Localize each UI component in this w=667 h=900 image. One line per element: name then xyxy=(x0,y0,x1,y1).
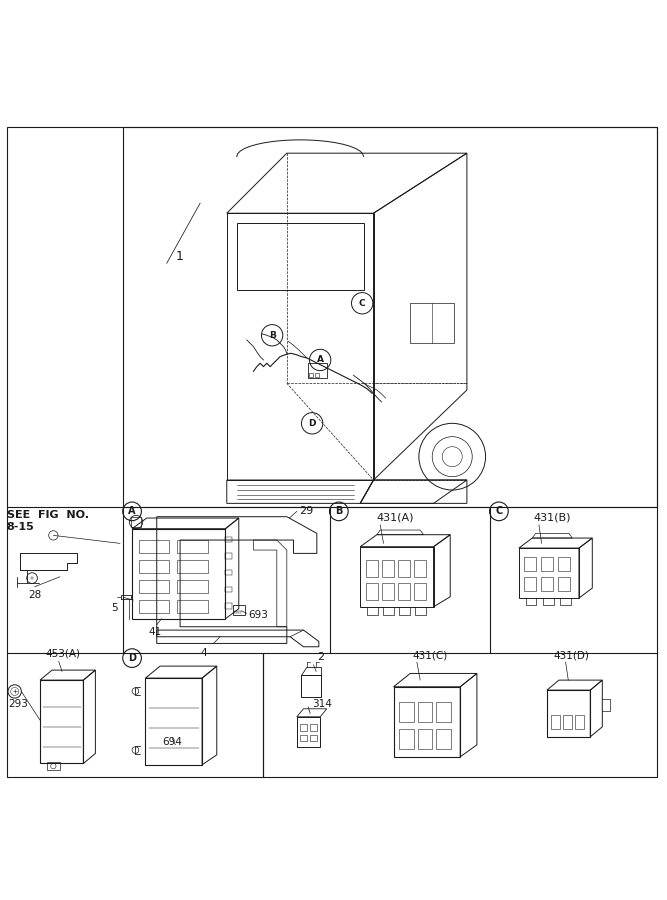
Bar xyxy=(177,560,208,572)
Text: A: A xyxy=(317,356,323,364)
Bar xyxy=(558,557,570,572)
Bar xyxy=(300,724,307,731)
Bar xyxy=(563,716,572,729)
Bar xyxy=(40,680,83,763)
Bar xyxy=(308,364,327,378)
Text: 431(D): 431(D) xyxy=(554,650,590,660)
Bar xyxy=(177,540,208,553)
Text: 1: 1 xyxy=(176,250,184,263)
Bar xyxy=(139,600,169,613)
Bar xyxy=(382,560,394,577)
Bar xyxy=(547,690,590,737)
Bar xyxy=(414,560,426,577)
Bar xyxy=(139,560,169,572)
Text: 431(A): 431(A) xyxy=(377,513,414,523)
Bar xyxy=(139,580,169,593)
Bar xyxy=(524,577,536,591)
Bar xyxy=(225,570,232,575)
Bar xyxy=(558,577,570,591)
Bar xyxy=(366,583,378,600)
Text: B: B xyxy=(335,507,343,517)
Bar xyxy=(132,528,225,619)
Bar xyxy=(47,762,60,770)
Text: 314: 314 xyxy=(312,698,332,709)
Bar xyxy=(366,560,378,577)
Text: 2: 2 xyxy=(317,652,325,662)
Text: D: D xyxy=(308,418,316,427)
Bar xyxy=(310,724,317,731)
Bar xyxy=(123,127,657,507)
Bar xyxy=(238,611,241,614)
Text: 293: 293 xyxy=(8,698,28,709)
Bar xyxy=(436,702,451,722)
Bar xyxy=(177,580,208,593)
Bar xyxy=(301,675,321,697)
Bar xyxy=(139,540,169,553)
Text: C: C xyxy=(496,507,502,517)
Bar xyxy=(177,600,208,613)
Bar xyxy=(360,546,434,607)
Bar xyxy=(399,702,414,722)
Bar xyxy=(418,729,432,749)
Bar xyxy=(399,729,414,749)
Bar xyxy=(225,587,232,592)
Bar xyxy=(225,536,232,542)
Bar xyxy=(394,687,460,757)
Bar xyxy=(541,577,553,591)
Text: 453(A): 453(A) xyxy=(45,649,80,659)
Bar xyxy=(410,303,454,343)
Bar xyxy=(233,606,245,616)
Text: B: B xyxy=(269,331,275,340)
Bar xyxy=(541,557,553,572)
Text: 29: 29 xyxy=(299,506,313,516)
Bar xyxy=(524,557,536,572)
Bar xyxy=(131,518,141,526)
Bar xyxy=(519,548,579,599)
Bar xyxy=(297,716,320,747)
Bar xyxy=(551,716,560,729)
Bar xyxy=(398,560,410,577)
Text: 431(B): 431(B) xyxy=(534,513,571,523)
Text: 694: 694 xyxy=(162,737,182,747)
Bar xyxy=(575,716,584,729)
Text: 41: 41 xyxy=(148,626,161,637)
Bar xyxy=(300,734,307,742)
Bar xyxy=(315,374,319,376)
Text: C: C xyxy=(359,299,366,308)
Bar xyxy=(225,603,232,608)
Bar xyxy=(414,583,426,600)
Text: 693: 693 xyxy=(248,609,268,620)
Text: 5: 5 xyxy=(111,603,117,614)
Text: 431(C): 431(C) xyxy=(412,650,448,660)
Bar xyxy=(436,729,451,749)
Bar xyxy=(382,583,394,600)
Text: D: D xyxy=(128,653,136,663)
Text: 4: 4 xyxy=(200,648,207,658)
Bar xyxy=(309,374,313,376)
Bar xyxy=(398,583,410,600)
Bar xyxy=(145,678,202,765)
Text: A: A xyxy=(128,507,136,517)
Bar xyxy=(418,702,432,722)
Text: 28: 28 xyxy=(28,590,41,600)
Bar xyxy=(234,611,237,614)
Bar xyxy=(225,554,232,559)
Text: SEE  FIG  NO.
8-15: SEE FIG NO. 8-15 xyxy=(7,510,89,533)
Bar xyxy=(310,734,317,742)
